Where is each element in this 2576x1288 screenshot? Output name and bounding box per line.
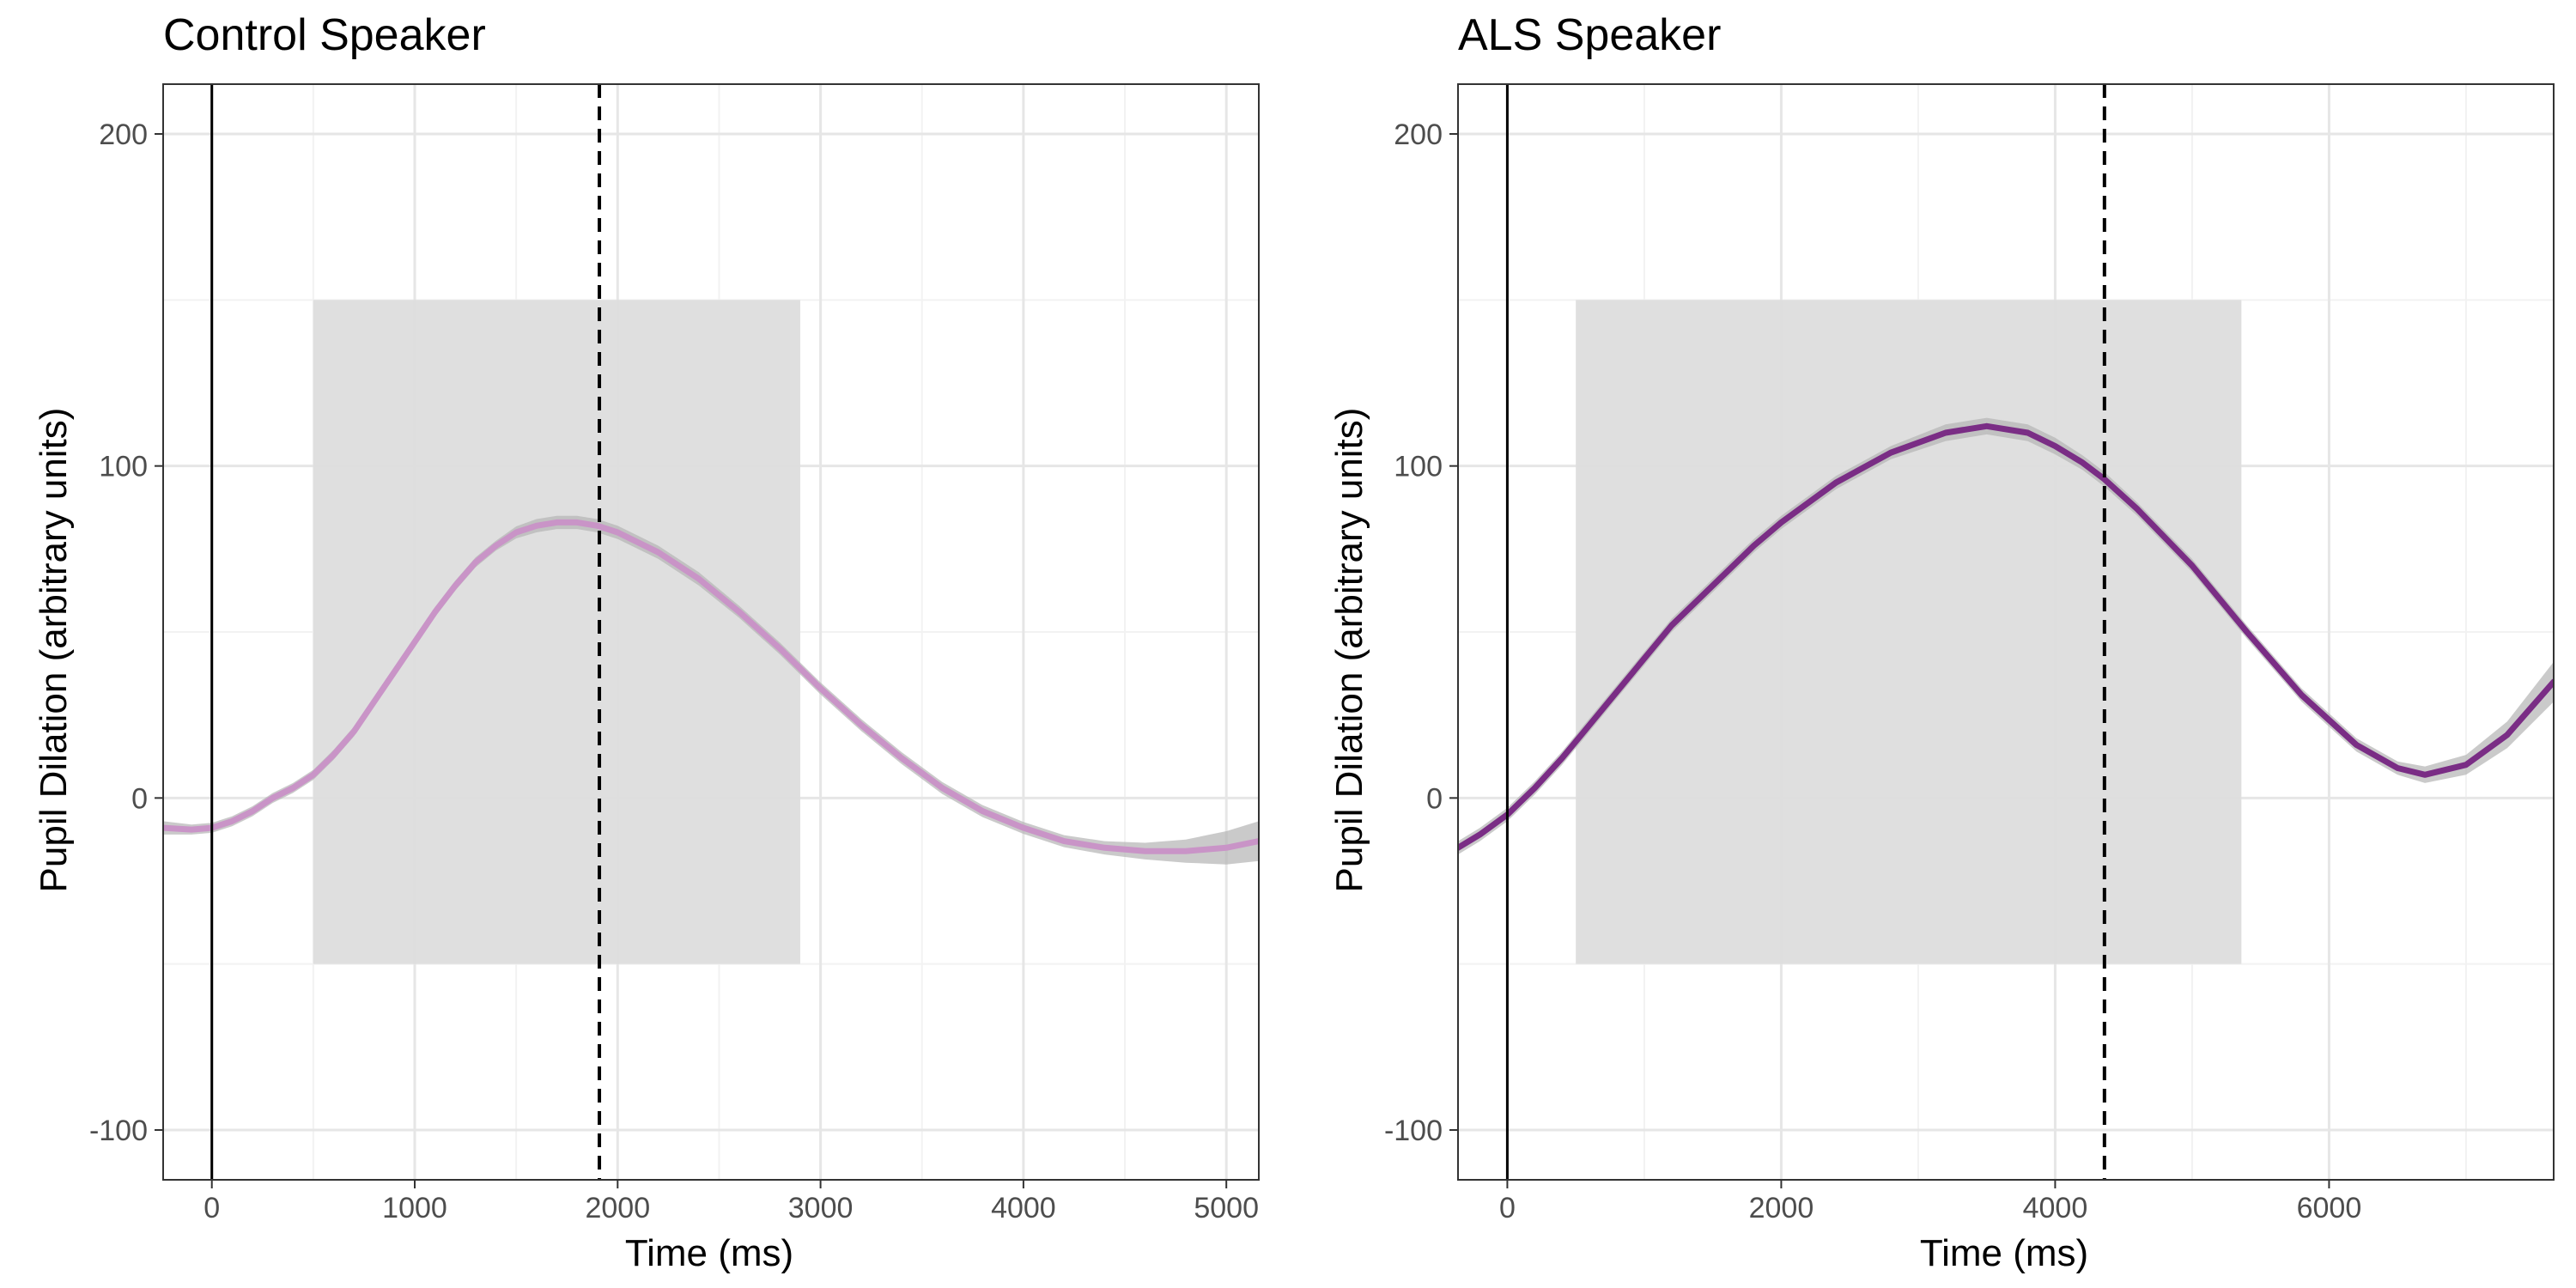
y-tick-label: 100 [99, 451, 148, 483]
shaded-window [313, 300, 800, 964]
x-tick-label: 1000 [382, 1192, 447, 1224]
y-tick-label: -100 [89, 1115, 148, 1147]
x-tick-label: 2000 [585, 1192, 650, 1224]
y-tick-label: 0 [1426, 782, 1443, 815]
y-tick-label: -100 [1384, 1115, 1443, 1147]
x-tick-label: 3000 [788, 1192, 854, 1224]
shaded-window [1576, 300, 2242, 964]
x-tick-label: 5000 [1194, 1192, 1259, 1224]
y-tick-label: 200 [99, 118, 148, 151]
x-axis-title: Time (ms) [1920, 1232, 2088, 1274]
y-axis-title: Pupil Dilation (arbitrary units) [33, 408, 75, 893]
y-axis-title: Pupil Dilation (arbitrary units) [1328, 408, 1370, 893]
x-tick-label: 6000 [2297, 1192, 2362, 1224]
panel-title: Control Speaker [163, 10, 486, 60]
y-tick-label: 100 [1394, 451, 1443, 483]
series-line [163, 519, 1259, 854]
plot-area [1458, 84, 2554, 1180]
plot-area [163, 84, 1259, 1180]
x-tick-label: 4000 [2023, 1192, 2088, 1224]
x-axis-title: Time (ms) [625, 1232, 793, 1274]
x-tick-label: 2000 [1749, 1192, 1814, 1224]
series-line [1458, 422, 2554, 851]
panel-control-speaker: Control Speaker Time (ms) Pupil Dilation… [33, 10, 1260, 1274]
y-tick-label: 200 [1394, 118, 1443, 151]
x-tick-label: 0 [1499, 1192, 1516, 1224]
y-tick-label: 0 [131, 782, 148, 815]
panel-title: ALS Speaker [1458, 10, 1721, 60]
panel-border [162, 83, 1260, 1181]
x-tick-label: 0 [204, 1192, 220, 1224]
x-tick-label: 4000 [991, 1192, 1056, 1224]
panel-border [1457, 83, 2555, 1181]
panel-als-speaker: ALS Speaker Time (ms) Pupil Dilation (ar… [1328, 10, 2555, 1274]
